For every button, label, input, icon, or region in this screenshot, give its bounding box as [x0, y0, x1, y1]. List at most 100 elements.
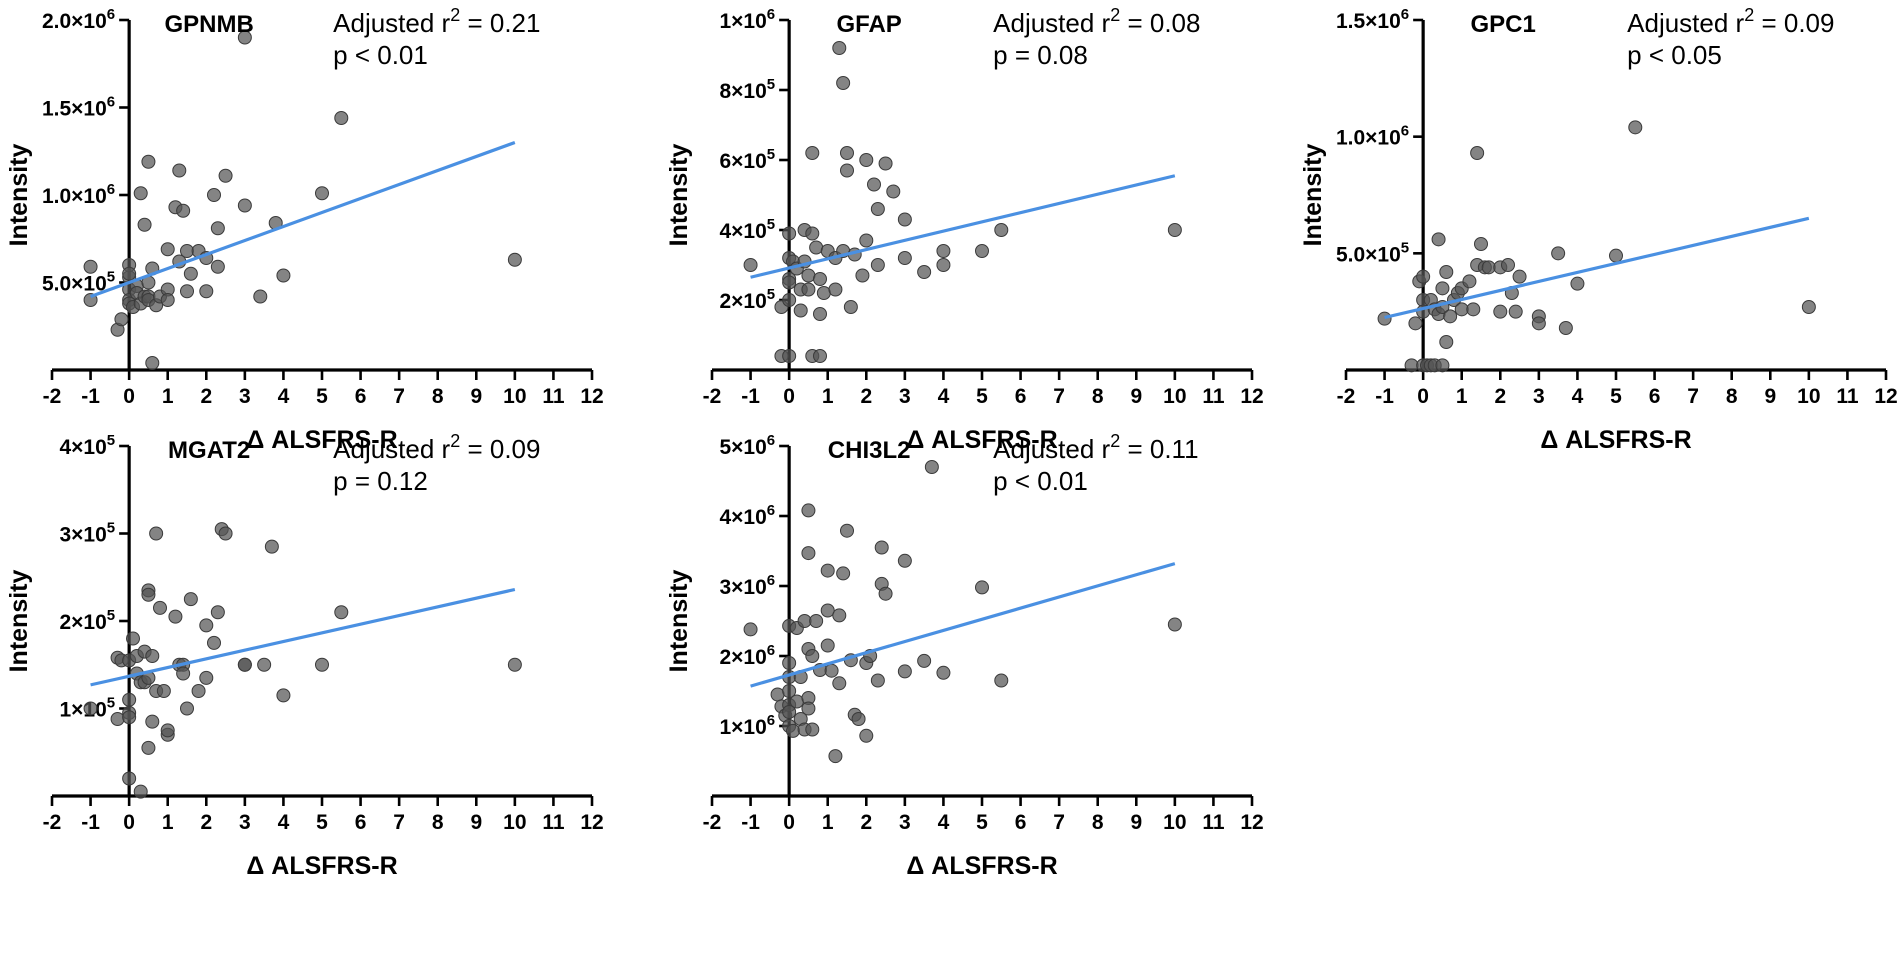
x-tick-label: 6 — [1649, 385, 1661, 408]
r2-annotation: Adjusted r2 = 0.09 — [333, 431, 540, 464]
p-value-annotation: p < 0.01 — [333, 40, 428, 70]
x-tick-label: 9 — [470, 811, 482, 834]
data-point — [1167, 617, 1182, 632]
data-point — [782, 226, 797, 241]
x-tick-label: 3 — [899, 385, 911, 408]
data-point — [1435, 358, 1450, 373]
x-tick-label: 1 — [162, 811, 174, 834]
data-point — [1439, 265, 1454, 279]
data-point — [141, 587, 156, 602]
x-tick-label: 11 — [1202, 811, 1225, 834]
data-point — [789, 694, 804, 709]
x-tick-label: 5 — [976, 385, 988, 408]
y-tick-label: 1.0×106 — [42, 181, 115, 208]
data-point — [824, 663, 839, 678]
data-point — [878, 586, 893, 601]
y-axis-label: Intensity — [665, 570, 693, 673]
y-tick-exponent: 6 — [767, 6, 775, 23]
regression-line — [1384, 216, 1810, 320]
chart-gfap: -2 -1 0 1 2 3 4 5 6 7 8 9 10 11 122×1054×1056×1058×105… — [665, 5, 1264, 454]
data-point — [160, 723, 175, 738]
data-point — [1628, 120, 1643, 135]
data-point — [1551, 246, 1566, 261]
x-tick-label: 0 — [783, 811, 795, 834]
data-point — [237, 657, 252, 672]
data-point — [180, 244, 194, 258]
data-point — [1531, 316, 1546, 331]
regression-line — [90, 140, 516, 299]
x-tick-label: 7 — [1053, 385, 1065, 408]
x-axis-label: Δ ALSFRS-R — [246, 852, 397, 880]
data-point — [199, 284, 214, 299]
data-point — [840, 163, 854, 178]
data-point — [180, 284, 194, 299]
data-point — [1408, 316, 1423, 331]
data-point — [1481, 260, 1496, 275]
data-point — [137, 217, 152, 232]
y-tick-mantissa: 6 — [719, 150, 731, 173]
p-value-annotation: p = 0.08 — [993, 40, 1088, 70]
x-tick-label: 7 — [393, 385, 405, 408]
data-point — [83, 701, 98, 716]
x-tick-label: 0 — [1417, 385, 1429, 408]
x-tick-label: 5 — [1610, 385, 1622, 408]
data-point — [168, 609, 183, 624]
chart-mgat2: -2-101234567891011121×1052×1053×1054×105… — [5, 431, 604, 880]
x-tick-label: 11 — [1836, 385, 1859, 408]
x-tick-label: 5 — [316, 811, 328, 834]
data-point — [820, 638, 835, 653]
x-tick-label: 0 — [783, 385, 795, 408]
x-tick-label: 6 — [1015, 811, 1027, 834]
data-point — [836, 76, 851, 90]
data-point — [133, 784, 148, 799]
data-point — [786, 723, 800, 738]
chart-chi3l2: -2 -1 0 1 2 3 4 5 6 7 8 9 10 11 121×1062×1063×1064×106… — [665, 431, 1264, 880]
data-point — [782, 684, 797, 698]
data-point — [867, 177, 881, 192]
data-point — [141, 154, 156, 169]
x-tick-label: 9 — [1764, 385, 1776, 408]
x-tick-label: 10 — [1163, 385, 1186, 408]
data-point — [1167, 223, 1182, 237]
x-tick-label: 3 — [239, 811, 251, 834]
data-point — [1416, 269, 1431, 284]
data-point — [805, 649, 820, 663]
r2-annotation: Adjusted r2 = 0.11 — [993, 431, 1198, 464]
data-point — [801, 546, 816, 561]
x-tick-label: 10 — [503, 385, 526, 408]
data-point — [218, 168, 233, 183]
data-point — [176, 203, 191, 218]
data-point — [820, 563, 835, 578]
x-tick-label: -2 — [703, 811, 722, 834]
x-tick-label: 8 — [1726, 385, 1738, 408]
data-point — [874, 540, 889, 555]
data-point — [813, 349, 827, 363]
chart-title: GPNMB — [164, 11, 253, 38]
y-tick-mantissa: 2.0 — [42, 10, 71, 33]
y-tick-mantissa: 5 — [719, 436, 731, 459]
y-tick-label: 4×105 — [59, 432, 115, 459]
data-point — [897, 664, 912, 679]
data-point — [183, 592, 198, 607]
data-point — [1512, 269, 1527, 284]
y-tick-mantissa: 2 — [719, 646, 731, 669]
data-point — [793, 303, 808, 318]
x-tick-label: 1 — [822, 385, 834, 408]
data-point — [859, 728, 874, 743]
data-point — [1501, 258, 1515, 272]
data-point — [809, 614, 824, 628]
chart-gpc1: -2 -1 0 1 2 3 4 5 6 7 8 9 10 11 125.0×1051.0×1061.5×10… — [1299, 5, 1898, 454]
x-tick-label: 4 — [278, 385, 290, 408]
regression-line — [90, 587, 516, 687]
data-point — [207, 635, 221, 650]
data-point — [191, 684, 206, 698]
x-tick-label: 6 — [355, 811, 367, 834]
data-point — [782, 293, 797, 307]
data-point — [122, 710, 137, 725]
data-point — [1431, 232, 1446, 247]
data-point — [207, 188, 221, 202]
x-tick-label: 9 — [1130, 811, 1142, 834]
y-tick-exponent: 6 — [767, 502, 775, 519]
data-point — [276, 688, 291, 703]
data-point — [1570, 276, 1585, 291]
